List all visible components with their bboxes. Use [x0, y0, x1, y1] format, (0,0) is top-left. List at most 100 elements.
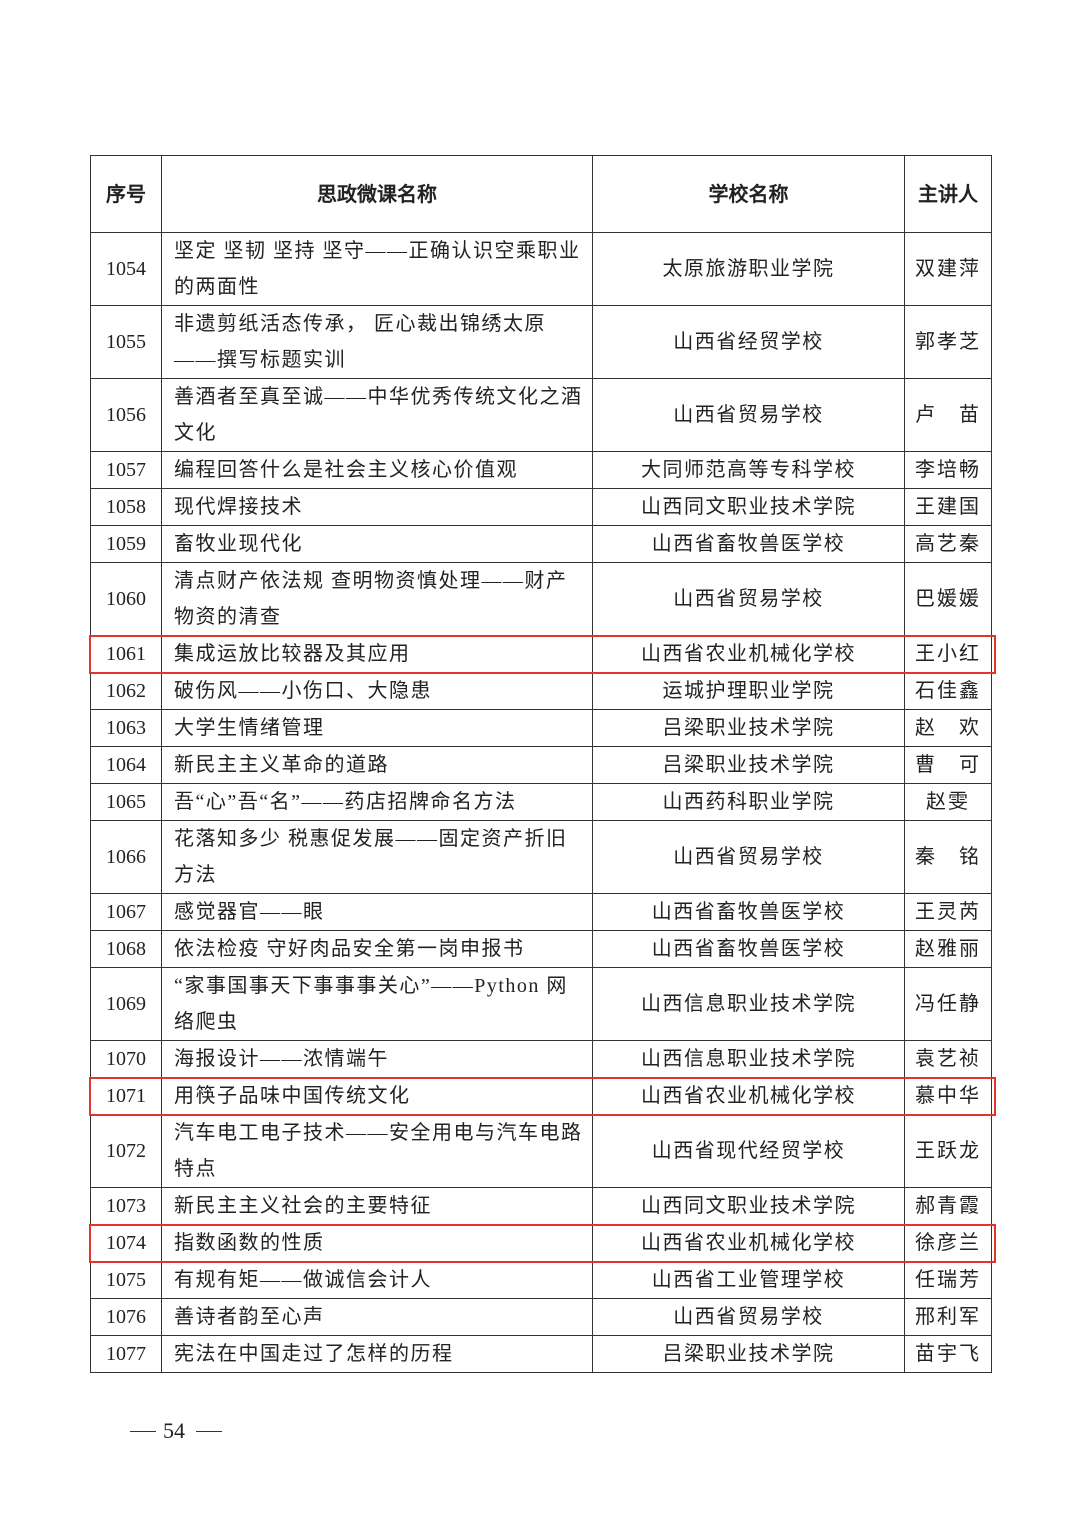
page-number: 54 — [163, 1418, 185, 1443]
course-title: 吾“心”吾“名”——药店招牌命名方法 — [161, 783, 593, 821]
table-row: 1071 用筷子品味中国传统文化 山西省农业机械化学校 慕中华 — [90, 1077, 992, 1115]
course-title: 汽车电工电子技术——安全用电与汽车电路特点 — [161, 1114, 593, 1188]
course-title: 新民主主义革命的道路 — [161, 746, 593, 784]
course-title: 坚定 坚韧 坚持 坚守——正确认识空乘职业的两面性 — [161, 232, 593, 306]
row-number: 1058 — [90, 488, 162, 526]
row-number: 1063 — [90, 709, 162, 747]
row-number: 1054 — [90, 232, 162, 306]
speaker: 卢 苗 — [904, 378, 992, 452]
row-number: 1060 — [90, 562, 162, 636]
row-number: 1070 — [90, 1040, 162, 1078]
column-header: 主讲人 — [904, 155, 992, 233]
school-name: 山西信息职业技术学院 — [592, 967, 905, 1041]
speaker: 双建萍 — [904, 232, 992, 306]
header-row: 序号 思政微课名称 学校名称 主讲人 — [90, 155, 992, 233]
school-name: 山西省畜牧兽医学校 — [592, 930, 905, 968]
row-number: 1067 — [90, 893, 162, 931]
data-table: 序号 思政微课名称 学校名称 主讲人 1054 坚定 坚韧 坚持 坚守——正确认识空乘职… — [90, 155, 992, 1373]
table-row: 1069 “家事国事天下事事事关心”——Python 网络爬虫 山西信息职业技术学院… — [90, 967, 992, 1041]
school-name: 山西省农业机械化学校 — [592, 1224, 905, 1262]
dash — [130, 1431, 156, 1432]
speaker: 王跃龙 — [904, 1114, 992, 1188]
table-row: 1059 畜牧业现代化 山西省畜牧兽医学校 高艺秦 — [90, 525, 992, 563]
row-number: 1056 — [90, 378, 162, 452]
course-title: 大学生情绪管理 — [161, 709, 593, 747]
speaker: 秦 铭 — [904, 820, 992, 894]
speaker: 赵雅丽 — [904, 930, 992, 968]
school-name: 吕梁职业技术学院 — [592, 709, 905, 747]
row-number: 1071 — [90, 1077, 162, 1115]
speaker: 袁艺祯 — [904, 1040, 992, 1078]
row-number: 1068 — [90, 930, 162, 968]
table-row: 1072 汽车电工电子技术——安全用电与汽车电路特点 山西省现代经贸学校 王跃龙 — [90, 1114, 992, 1188]
dash — [196, 1431, 222, 1432]
table-row: 1056 善酒者至真至诚——中华优秀传统文化之酒文化 山西省贸易学校卢 苗 — [90, 378, 992, 452]
row-number: 1059 — [90, 525, 162, 563]
speaker: 郝青霞 — [904, 1187, 992, 1225]
course-title: 现代焊接技术 — [161, 488, 593, 526]
speaker: 苗宇飞 — [904, 1335, 992, 1373]
school-name: 山西省贸易学校 — [592, 562, 905, 636]
table-row: 1058 现代焊接技术 山西同文职业技术学院 王建国 — [90, 488, 992, 526]
row-number: 1073 — [90, 1187, 162, 1225]
school-name: 山西省贸易学校 — [592, 378, 905, 452]
table-row: 1073 新民主主义社会的主要特征 山西同文职业技术学院 郝青霞 — [90, 1187, 992, 1225]
school-name: 山西同文职业技术学院 — [592, 488, 905, 526]
table-row: 1075 有规有矩——做诚信会计人 山西省工业管理学校 任瑞芳 — [90, 1261, 992, 1299]
course-title: 非遗剪纸活态传承， 匠心裁出锦绣太原——撰写标题实训 — [161, 305, 593, 379]
school-name: 山西省现代经贸学校 — [592, 1114, 905, 1188]
course-title: 海报设计——浓情端午 — [161, 1040, 593, 1078]
table-row: 1067 感觉器官——眼 山西省畜牧兽医学校 王灵芮 — [90, 893, 992, 931]
speaker: 王小红 — [904, 635, 992, 673]
school-name: 太原旅游职业学院 — [592, 232, 905, 306]
school-name: 山西同文职业技术学院 — [592, 1187, 905, 1225]
course-title: 清点财产依法规 查明物资慎处理——财产物资的清查 — [161, 562, 593, 636]
table-row: 1074 指数函数的性质 山西省农业机械化学校 徐彦兰 — [90, 1224, 992, 1262]
row-number: 1061 — [90, 635, 162, 673]
course-title: 依法检疫 守好肉品安全第一岗申报书 — [161, 930, 593, 968]
speaker: 赵 欢 — [904, 709, 992, 747]
speaker: 邢利军 — [904, 1298, 992, 1336]
table-row: 1054 坚定 坚韧 坚持 坚守——正确认识空乘职业的两面性 太原旅游职业学院 双建萍 — [90, 232, 992, 306]
course-title: “家事国事天下事事事关心”——Python 网络爬虫 — [161, 967, 593, 1041]
course-title: 编程回答什么是社会主义核心价值观 — [161, 451, 593, 489]
table-row: 1055 非遗剪纸活态传承， 匠心裁出锦绣太原——撰写标题实训 山西省经贸学校 郭孝芝 — [90, 305, 992, 379]
row-number: 1062 — [90, 672, 162, 710]
school-name: 山西省农业机械化学校 — [592, 635, 905, 673]
column-header: 序号 — [90, 155, 162, 233]
school-name: 山西省贸易学校 — [592, 1298, 905, 1336]
speaker: 曹 可 — [904, 746, 992, 784]
speaker: 石佳鑫 — [904, 672, 992, 710]
school-name: 山西省农业机械化学校 — [592, 1077, 905, 1115]
table-row: 1057 编程回答什么是社会主义核心价值观 大同师范高等专科学校 李培畅 — [90, 451, 992, 489]
school-name: 山西省贸易学校 — [592, 820, 905, 894]
speaker: 徐彦兰 — [904, 1224, 992, 1262]
table-row: 1076 善诗者韵至心声 山西省贸易学校 邢利军 — [90, 1298, 992, 1336]
table-row: 1063 大学生情绪管理 吕梁职业技术学院赵 欢 — [90, 709, 992, 747]
row-number: 1075 — [90, 1261, 162, 1299]
table-row: 1070 海报设计——浓情端午 山西信息职业技术学院 袁艺祯 — [90, 1040, 992, 1078]
table-row: 1062 破伤风——小伤口、大隐患 运城护理职业学院 石佳鑫 — [90, 672, 992, 710]
row-number: 1076 — [90, 1298, 162, 1336]
course-title: 感觉器官——眼 — [161, 893, 593, 931]
speaker: 巴媛媛 — [904, 562, 992, 636]
row-number: 1072 — [90, 1114, 162, 1188]
course-title: 善酒者至真至诚——中华优秀传统文化之酒文化 — [161, 378, 593, 452]
course-title: 新民主主义社会的主要特征 — [161, 1187, 593, 1225]
row-number: 1055 — [90, 305, 162, 379]
page-footer: 54 — [130, 1416, 222, 1446]
table-row: 1068 依法检疫 守好肉品安全第一岗申报书 山西省畜牧兽医学校 赵雅丽 — [90, 930, 992, 968]
course-title: 指数函数的性质 — [161, 1224, 593, 1262]
school-name: 山西省工业管理学校 — [592, 1261, 905, 1299]
course-title: 善诗者韵至心声 — [161, 1298, 593, 1336]
school-name: 山西省畜牧兽医学校 — [592, 525, 905, 563]
course-title: 集成运放比较器及其应用 — [161, 635, 593, 673]
column-header: 思政微课名称 — [161, 155, 593, 233]
table-row: 1065 吾“心”吾“名”——药店招牌命名方法 山西药科职业学院 赵雯 — [90, 783, 992, 821]
school-name: 山西省畜牧兽医学校 — [592, 893, 905, 931]
school-name: 山西药科职业学院 — [592, 783, 905, 821]
speaker: 王灵芮 — [904, 893, 992, 931]
row-number: 1069 — [90, 967, 162, 1041]
speaker: 高艺秦 — [904, 525, 992, 563]
